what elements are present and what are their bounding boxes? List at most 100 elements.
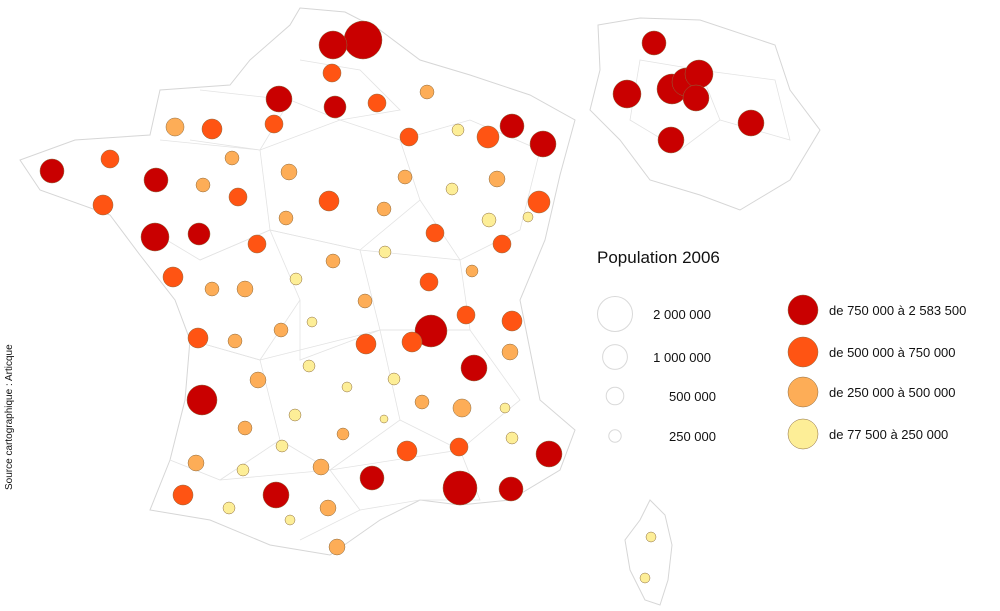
- population-bubble: [262, 481, 290, 509]
- population-bubble: [328, 538, 346, 556]
- population-bubble: [280, 163, 298, 181]
- population-bubble: [452, 398, 472, 418]
- population-bubble: [401, 331, 423, 353]
- population-bubble: [187, 327, 209, 349]
- population-bubble: [319, 499, 337, 517]
- population-bubble: [341, 381, 353, 393]
- population-bubble: [657, 126, 685, 154]
- population-bubble: [222, 501, 236, 515]
- population-bubble: [639, 572, 651, 584]
- population-bubble: [92, 194, 114, 216]
- population-bubble: [527, 190, 551, 214]
- population-bubble: [425, 223, 445, 243]
- population-bubble: [237, 420, 253, 436]
- population-bubble: [419, 272, 439, 292]
- population-bubble: [522, 211, 534, 223]
- source-credit: Source cartographique : Articque: [4, 344, 15, 490]
- population-bubble: [488, 170, 506, 188]
- population-bubble: [641, 30, 667, 56]
- population-bubble: [100, 149, 120, 169]
- class-swatch-750000-2583500: [787, 294, 819, 326]
- population-bubble: [529, 130, 557, 158]
- france-outline: [19, 7, 576, 556]
- population-bubble: [236, 280, 254, 298]
- ile-de-france-inset: [589, 17, 821, 211]
- population-bubble: [318, 30, 348, 60]
- population-bubble: [275, 439, 289, 453]
- population-bubble: [612, 79, 642, 109]
- size-ref-circle-250000: [608, 429, 622, 443]
- population-bubble: [359, 465, 385, 491]
- population-bubbles: [39, 20, 765, 584]
- population-bubble: [355, 333, 377, 355]
- corsica-inset: [624, 499, 673, 606]
- population-bubble: [460, 354, 488, 382]
- population-bubble: [476, 125, 500, 149]
- population-bubble: [501, 310, 523, 332]
- population-bubble: [498, 476, 524, 502]
- legend-title: Population 2006: [597, 248, 720, 267]
- population-bubble: [224, 150, 240, 166]
- population-bubble: [442, 470, 478, 506]
- size-label-250000: 250 000: [669, 429, 716, 444]
- population-bubble: [201, 118, 223, 140]
- population-bubble: [379, 414, 389, 424]
- population-bubble: [397, 169, 413, 185]
- population-bubble: [414, 394, 430, 410]
- population-bubble: [278, 210, 294, 226]
- population-bubble: [265, 85, 293, 113]
- population-bubble: [499, 402, 511, 414]
- population-bubble: [387, 372, 401, 386]
- population-bubble: [492, 234, 512, 254]
- population-bubble: [684, 59, 714, 89]
- population-bubble: [204, 281, 220, 297]
- class-label-250000-500000: de 250 000 à 500 000: [829, 385, 956, 400]
- population-bubble: [172, 484, 194, 506]
- population-bubble: [414, 314, 448, 348]
- population-bubble: [273, 322, 289, 338]
- population-bubble: [288, 408, 302, 422]
- population-bubble: [195, 177, 211, 193]
- population-bubble: [236, 463, 250, 477]
- population-bubble: [399, 127, 419, 147]
- population-bubble: [302, 359, 316, 373]
- population-bubble: [187, 454, 205, 472]
- size-ref-circle-500000: [605, 386, 625, 406]
- population-bubble: [378, 245, 392, 259]
- population-bubble: [140, 222, 170, 252]
- size-ref-circle-2000000: [597, 296, 633, 332]
- population-bubble: [264, 114, 284, 134]
- population-bubble: [323, 95, 347, 119]
- population-bubble: [376, 201, 392, 217]
- class-swatch-500000-750000: [787, 336, 819, 368]
- population-bubble: [465, 264, 479, 278]
- population-bubble: [343, 20, 383, 60]
- population-bubble: [284, 514, 296, 526]
- population-bubble: [249, 371, 267, 389]
- population-bubble: [367, 93, 387, 113]
- size-label-2000000: 2 000 000: [653, 307, 711, 322]
- population-bubble: [419, 84, 435, 100]
- population-bubble: [228, 187, 248, 207]
- population-bubble: [456, 305, 476, 325]
- size-ref-circle-1000000: [602, 344, 628, 370]
- population-bubble: [535, 440, 563, 468]
- population-bubble: [451, 123, 465, 137]
- population-bubble: [186, 384, 218, 416]
- population-bubble: [645, 531, 657, 543]
- population-bubble: [289, 272, 303, 286]
- class-label-500000-750000: de 500 000 à 750 000: [829, 345, 956, 360]
- population-bubble: [325, 253, 341, 269]
- population-bubble: [39, 158, 65, 184]
- population-bubble: [312, 458, 330, 476]
- population-bubble: [357, 293, 373, 309]
- class-swatch-77500-250000: [787, 418, 819, 450]
- population-bubble: [682, 84, 710, 112]
- population-bubble: [227, 333, 243, 349]
- population-bubble: [143, 167, 169, 193]
- population-bubble: [306, 316, 318, 328]
- population-bubble: [322, 63, 342, 83]
- population-bubble: [481, 212, 497, 228]
- population-bubble: [165, 117, 185, 137]
- population-bubble: [737, 109, 765, 137]
